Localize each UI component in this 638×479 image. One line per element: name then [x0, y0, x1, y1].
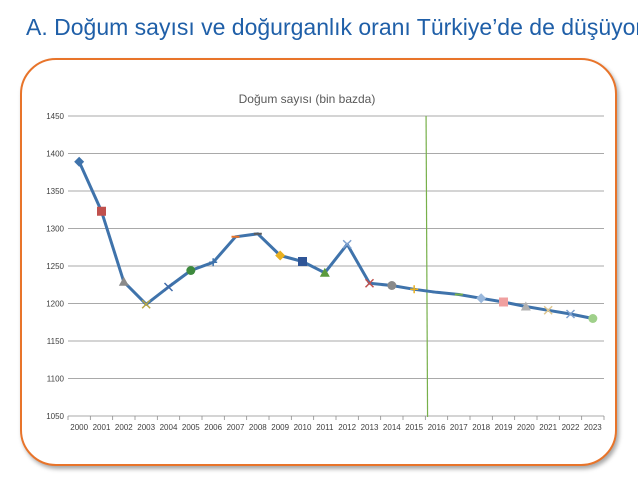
x-tick-label-2013: 2013: [361, 423, 379, 432]
x-tick-label-2017: 2017: [450, 423, 468, 432]
data-point-2022: [565, 309, 576, 319]
page-headline: A. Doğum sayısı ve doğurganlık oranı Tür…: [26, 14, 638, 40]
x-tick-label-2002: 2002: [115, 423, 133, 432]
data-point-2012: [342, 239, 352, 249]
data-point-2006: [209, 258, 218, 267]
x-tick-label-2007: 2007: [227, 423, 245, 432]
x-tick-label-2023: 2023: [584, 423, 602, 432]
data-point-2010: [298, 257, 307, 266]
data-point-2015: [410, 285, 419, 294]
chart-panel: [20, 58, 617, 466]
x-tick-label-2018: 2018: [472, 423, 490, 432]
y-tick-label-1150: 1150: [47, 337, 65, 346]
data-point-2005: [186, 266, 196, 275]
x-tick-label-2021: 2021: [539, 423, 557, 432]
data-point-2001: [97, 206, 106, 216]
x-tick-label-2009: 2009: [271, 423, 289, 432]
x-tick-label-2001: 2001: [93, 423, 111, 432]
x-tick-label-2022: 2022: [562, 423, 580, 432]
series-polyline: [77, 161, 594, 320]
x-tick-label-2005: 2005: [182, 423, 200, 432]
x-tick-label-2004: 2004: [160, 423, 178, 432]
y-tick-label-1050: 1050: [46, 412, 64, 421]
data-point-2011: [319, 267, 330, 277]
y-tick-label-1400: 1400: [46, 150, 64, 159]
vertical-marker: [425, 115, 429, 418]
x-tick-label-2008: 2008: [249, 423, 267, 432]
chart-title: Doğum sayısı (bin bazda): [239, 92, 376, 106]
data-point-2023: [588, 314, 598, 323]
data-point-2018: [476, 293, 487, 304]
data-point-2003: [141, 299, 151, 309]
x-tick-label-2015: 2015: [405, 423, 423, 432]
x-tick-label-2020: 2020: [517, 423, 535, 432]
data-points: [74, 156, 598, 323]
y-tick-label-1250: 1250: [46, 262, 64, 271]
y-tick-label-1300: 1300: [46, 225, 64, 234]
data-point-2002: [118, 276, 129, 286]
x-tick-label-2003: 2003: [137, 423, 155, 432]
data-point-2009: [275, 250, 286, 261]
y-tick-label-1350: 1350: [46, 187, 64, 196]
y-axis-ticks: 1050 1100 1150 1200 1250 1300 1350 1400 1450: [46, 112, 64, 421]
x-tick-label-2000: 2000: [70, 423, 88, 432]
data-point-2014: [387, 281, 397, 290]
gridlines: [68, 115, 604, 417]
series-line: [77, 161, 594, 320]
x-tick-label-2006: 2006: [204, 423, 222, 432]
x-tick-label-2010: 2010: [294, 423, 312, 432]
data-point-2004: [163, 282, 174, 292]
x-axis-ticks: 2000 2001 2002 2003 2004 2005 2006 2007 2008 2009…: [67, 416, 605, 432]
x-tick-label-2016: 2016: [428, 423, 446, 432]
data-point-2013: [364, 278, 375, 288]
x-tick-label-2011: 2011: [316, 423, 334, 432]
x-tick-label-2014: 2014: [383, 423, 401, 432]
y-tick-label-1100: 1100: [47, 375, 65, 384]
y-tick-label-1450: 1450: [46, 112, 64, 121]
x-tick-label-2012: 2012: [338, 423, 356, 432]
data-point-2020: [520, 301, 531, 311]
data-point-2019: [499, 297, 508, 307]
y-tick-label-1200: 1200: [46, 300, 64, 309]
vertical-marker-line: [425, 115, 429, 418]
data-point-2000: [74, 156, 85, 167]
x-tick-label-2019: 2019: [495, 423, 513, 432]
data-point-2021: [543, 305, 553, 315]
